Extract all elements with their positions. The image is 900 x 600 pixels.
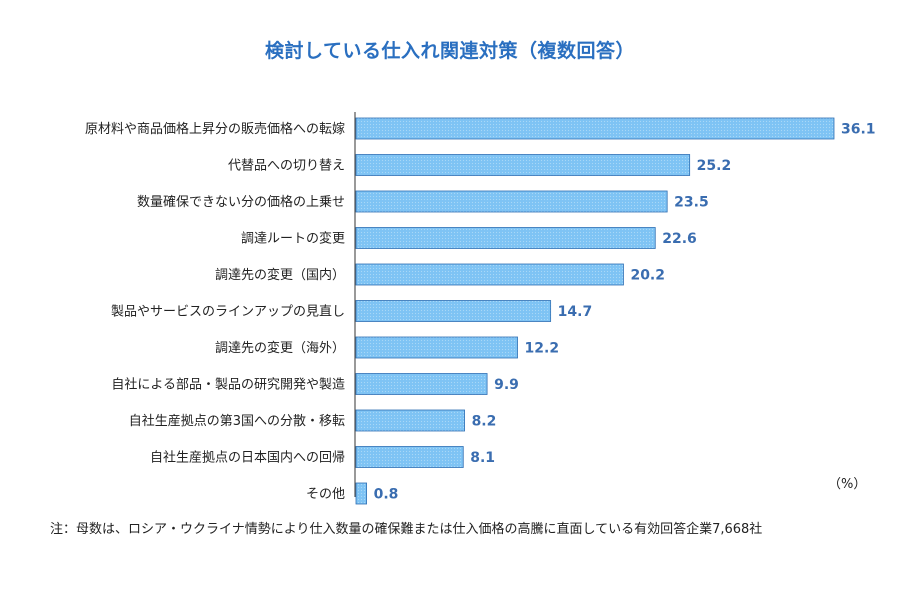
category-label: 調達先の変更（国内） xyxy=(215,267,345,283)
value-label: 36.1 xyxy=(841,122,876,138)
value-label: 20.2 xyxy=(630,268,665,284)
category-label: 原材料や商品価格上昇分の販売価格への転嫁 xyxy=(85,121,345,137)
bar xyxy=(355,190,668,213)
value-label: 22.6 xyxy=(662,231,697,247)
value-label: 12.2 xyxy=(525,341,560,357)
bar xyxy=(355,373,488,395)
category-label: 代替品への切り替え xyxy=(228,159,345,174)
category-label: 自社による部品・製品の研究開発や製造 xyxy=(111,377,345,393)
unit-label: （%） xyxy=(828,477,867,492)
bar xyxy=(355,409,465,432)
category-label: 調達先の変更（海外） xyxy=(215,340,345,356)
bar xyxy=(355,227,656,249)
category-label: 自社生産拠点の日本国内への回帰 xyxy=(150,450,345,466)
value-label: 8.2 xyxy=(472,414,497,430)
value-label: 25.2 xyxy=(697,158,732,174)
bar xyxy=(355,300,552,322)
category-label: 数量確保できない分の価格の上乗せ xyxy=(137,194,345,210)
value-label: 9.9 xyxy=(494,377,519,393)
bar xyxy=(355,154,691,176)
category-label: 自社生産拠点の第3国への分散・移転 xyxy=(129,413,345,429)
bar xyxy=(355,446,464,468)
bars-layer: 原材料や商品価格上昇分の販売価格への転嫁 36.1 代替品への切り替え 25.2 数量確… xyxy=(85,117,876,505)
bar xyxy=(355,336,518,359)
footnote: 注：母数は、ロシア・ウクライナ情勢により仕入数量の確保難または仕入価格の高騰に直… xyxy=(50,522,763,537)
bar xyxy=(355,482,367,505)
value-label: 14.7 xyxy=(558,304,593,320)
bar xyxy=(355,263,624,286)
chart-title: 検討している仕入れ関連対策（複数回答） xyxy=(265,40,635,62)
value-label: 23.5 xyxy=(674,195,709,211)
value-label: 0.8 xyxy=(374,487,399,503)
category-label: 調達ルートの変更 xyxy=(241,231,345,247)
category-label: その他 xyxy=(306,487,345,502)
bar xyxy=(355,117,835,140)
value-label: 8.1 xyxy=(470,450,495,466)
category-label: 製品やサービスのラインアップの見直し xyxy=(111,305,345,320)
